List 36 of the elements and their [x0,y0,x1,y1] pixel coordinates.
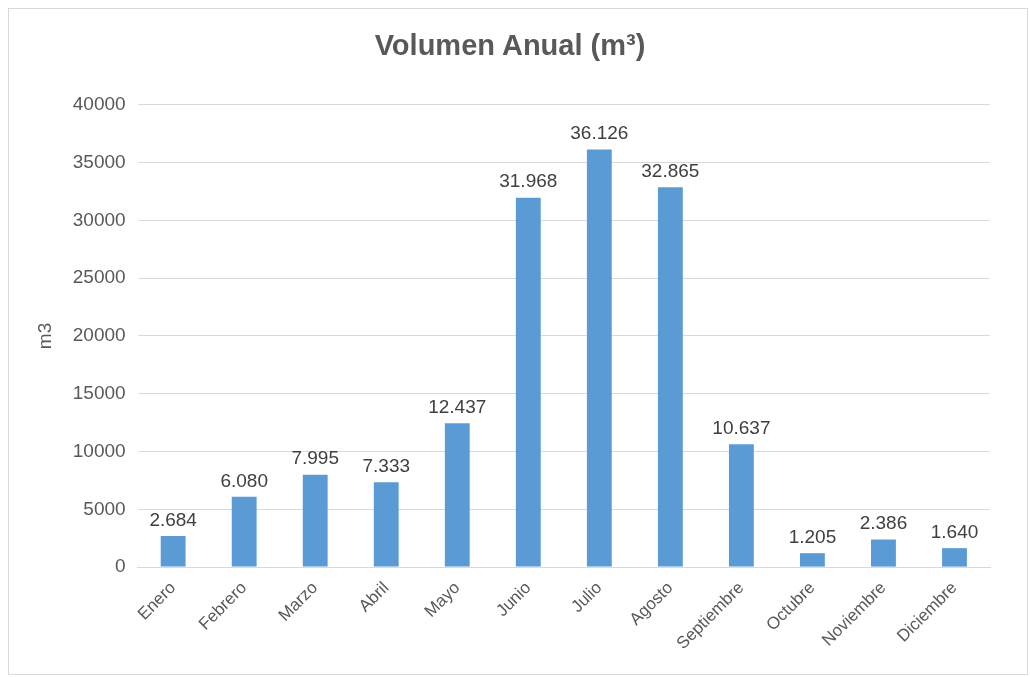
bar [871,539,896,567]
bar [515,197,541,567]
y-tick-label: 40000 [72,93,126,115]
data-label: 12.437 [428,396,487,418]
chart-title: Volumen Anual (m³) [374,29,646,62]
y-tick-label: 25000 [72,266,126,288]
bar [373,482,399,567]
y-axis-title: m3 [33,322,55,350]
data-label: 1.640 [930,520,979,542]
y-tick-label: 0 [115,555,126,577]
data-label: 7.995 [291,447,339,469]
data-label: 1.205 [788,525,837,547]
y-tick-label: 20000 [72,324,126,346]
bar [231,496,257,567]
data-label: 2.684 [149,508,198,530]
bar [160,536,186,567]
data-label: 36.126 [570,122,629,144]
bar [444,423,470,567]
bar [799,553,825,567]
data-label: 31.968 [499,170,558,192]
bar [728,444,754,567]
bar [657,187,683,567]
y-tick-label: 5000 [83,497,126,519]
x-tick-label: Julio [567,578,606,617]
data-label: 7.333 [362,455,411,477]
data-label: 2.386 [859,512,908,534]
y-tick-label: 30000 [72,208,126,230]
bar [302,474,328,567]
bar [942,548,967,567]
y-tick-label: 15000 [72,381,126,403]
bar [586,149,612,567]
data-label: 10.637 [712,416,771,438]
data-label: 6.080 [220,469,268,491]
y-tick-label: 35000 [72,150,126,172]
data-label: 32.865 [641,160,700,181]
y-tick-label: 10000 [72,439,126,461]
